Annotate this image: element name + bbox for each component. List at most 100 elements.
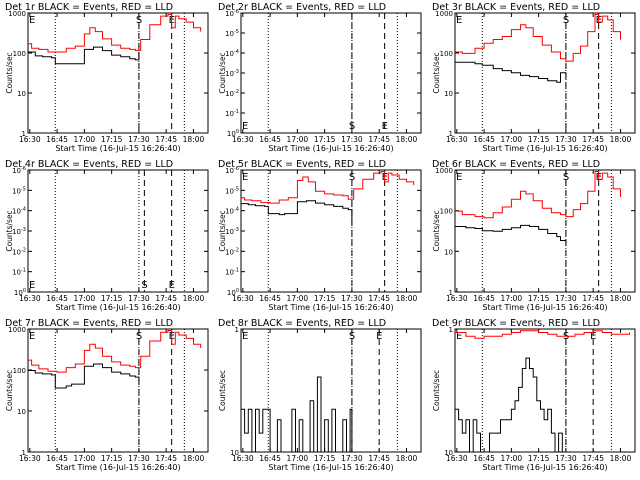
x-tick-label: 18:00 bbox=[183, 135, 205, 144]
axes-frame bbox=[454, 12, 636, 134]
panel-1: Det 1r BLACK = Events, RED = LLD Counts/s… bbox=[5, 2, 209, 153]
series-events-black bbox=[241, 376, 353, 452]
x-tick-label: 17:15 bbox=[101, 454, 123, 463]
panel-title: Det 9r BLACK = Events, RED = LLD bbox=[432, 318, 600, 329]
x-tick-label: 17:30 bbox=[555, 454, 577, 463]
panel-title: Det 6r BLACK = Events, RED = LLD bbox=[432, 159, 600, 170]
x-tick-label: 17:45 bbox=[155, 294, 177, 303]
y-tick-label: 10-2 bbox=[12, 247, 26, 256]
series-lld-red bbox=[455, 14, 621, 62]
series-events-black bbox=[455, 357, 566, 452]
y-tick-label: 1 bbox=[449, 130, 453, 138]
series-lld-red bbox=[28, 14, 202, 53]
y-axis-label: Counts/sec bbox=[432, 210, 441, 251]
x-tick-label: 17:45 bbox=[582, 135, 604, 144]
y-tick-label: 1 bbox=[235, 326, 239, 334]
y-tick-label: 10-6 bbox=[12, 166, 26, 175]
x-tick-label: 17:00 bbox=[501, 294, 523, 303]
x-tick-label: 17:45 bbox=[368, 294, 390, 303]
x-tick-label: 17:30 bbox=[341, 454, 363, 463]
y-tick-label: 10-4 bbox=[12, 207, 26, 216]
x-tick-label: 18:00 bbox=[183, 294, 205, 303]
y-tick-label: 1 bbox=[449, 326, 453, 334]
x-tick-label: 16:45 bbox=[259, 135, 281, 144]
series-lld-red bbox=[455, 330, 630, 339]
x-tick-label: 16:45 bbox=[46, 454, 68, 463]
x-tick-label: 17:15 bbox=[528, 135, 550, 144]
y-tick-label: 10-5 bbox=[225, 29, 239, 38]
marker-label: S bbox=[349, 172, 355, 183]
panel-6: Det 6r BLACK = Events, RED = LLD Counts/s… bbox=[432, 159, 636, 312]
x-tick-label: 16:30 bbox=[19, 135, 41, 144]
y-axis-label: Counts/sec bbox=[218, 370, 227, 411]
x-tick-label: 18:00 bbox=[396, 454, 418, 463]
y-tick-label: 10-5 bbox=[225, 186, 239, 195]
panel-title: Det 5r BLACK = Events, RED = LLD bbox=[218, 159, 386, 170]
y-tick-label: 10 bbox=[17, 90, 26, 98]
x-tick-label: 17:00 bbox=[74, 454, 96, 463]
x-tick-label: 16:45 bbox=[46, 135, 68, 144]
panel-title: Det 8r BLACK = Events, RED = LLD bbox=[218, 318, 386, 329]
panel-title: Det 2r BLACK = Events, RED = LLD bbox=[218, 2, 386, 13]
corner-E-label: E bbox=[242, 172, 248, 183]
panel-5: Det 5r BLACK = Events, RED = LLD Counts/s… bbox=[218, 159, 422, 312]
corner-E-label: E bbox=[29, 280, 35, 291]
y-tick-label: 1 bbox=[22, 449, 26, 457]
y-tick-label: 10 bbox=[444, 449, 453, 457]
y-tick-label: 100 bbox=[440, 208, 453, 216]
corner-E-label: E bbox=[29, 331, 35, 342]
x-axis-label: Start Time (16-Jul-15 16:26:40) bbox=[482, 144, 607, 153]
x-tick-label: 17:15 bbox=[314, 454, 336, 463]
x-axis-label: Start Time (16-Jul-15 16:26:40) bbox=[268, 144, 393, 153]
x-tick-label: 16:30 bbox=[232, 135, 254, 144]
x-axis-label: Start Time (16-Jul-15 16:26:40) bbox=[482, 303, 607, 312]
corner-E-label: E bbox=[456, 331, 462, 342]
x-axis-label: Start Time (16-Jul-15 16:26:40) bbox=[55, 463, 180, 472]
series-lld-red bbox=[241, 171, 415, 204]
x-tick-label: 17:30 bbox=[128, 135, 150, 144]
x-tick-label: 16:45 bbox=[259, 454, 281, 463]
y-tick-label: 10-6 bbox=[225, 166, 239, 175]
x-tick-label: 17:00 bbox=[287, 294, 309, 303]
y-tick-label: 1 bbox=[22, 130, 26, 138]
x-tick-label: 17:30 bbox=[341, 294, 363, 303]
x-tick-label: 17:30 bbox=[555, 135, 577, 144]
y-axis-label: Counts/sec bbox=[5, 370, 14, 411]
y-tick-label: 10-2 bbox=[225, 247, 239, 256]
x-tick-label: 16:30 bbox=[232, 294, 254, 303]
series-lld-red bbox=[455, 171, 621, 219]
x-tick-label: 17:30 bbox=[128, 294, 150, 303]
y-axis-label: Counts/sec bbox=[5, 210, 14, 251]
axes-frame bbox=[27, 328, 209, 453]
marker-label: S bbox=[136, 331, 142, 342]
x-tick-label: 17:00 bbox=[501, 454, 523, 463]
y-tick-label: 100 bbox=[227, 288, 239, 297]
y-axis-label: Counts/sec bbox=[218, 210, 227, 251]
marker-label: S bbox=[349, 331, 355, 342]
x-tick-label: 16:30 bbox=[19, 294, 41, 303]
y-tick-label: 10 bbox=[17, 408, 26, 416]
y-tick-label: 10-2 bbox=[225, 89, 239, 98]
x-tick-label: 16:45 bbox=[473, 294, 495, 303]
y-tick-label: 10-6 bbox=[225, 9, 239, 18]
x-tick-label: 16:45 bbox=[259, 294, 281, 303]
x-tick-label: 16:45 bbox=[473, 454, 495, 463]
marker-label: S bbox=[136, 15, 142, 26]
x-tick-label: 16:30 bbox=[446, 294, 468, 303]
y-tick-label: 1000 bbox=[435, 167, 453, 175]
y-tick-label: 1000 bbox=[8, 326, 26, 334]
x-tick-label: 17:15 bbox=[528, 294, 550, 303]
x-tick-label: 17:30 bbox=[341, 135, 363, 144]
marker-label: S bbox=[563, 172, 569, 183]
y-tick-label: 10-4 bbox=[225, 49, 239, 58]
x-tick-label: 17:45 bbox=[155, 135, 177, 144]
panel-title: Det 7r BLACK = Events, RED = LLD bbox=[5, 318, 173, 329]
y-tick-label: 10-4 bbox=[225, 207, 239, 216]
x-tick-label: 18:00 bbox=[396, 294, 418, 303]
panel-3: Det 3r BLACK = Events, RED = LLD Counts/s… bbox=[432, 2, 636, 153]
series-events-black bbox=[455, 224, 567, 243]
corner-E-label: E bbox=[456, 172, 462, 183]
corner-E-label: E bbox=[456, 15, 462, 26]
y-tick-label: 100 bbox=[13, 367, 26, 375]
